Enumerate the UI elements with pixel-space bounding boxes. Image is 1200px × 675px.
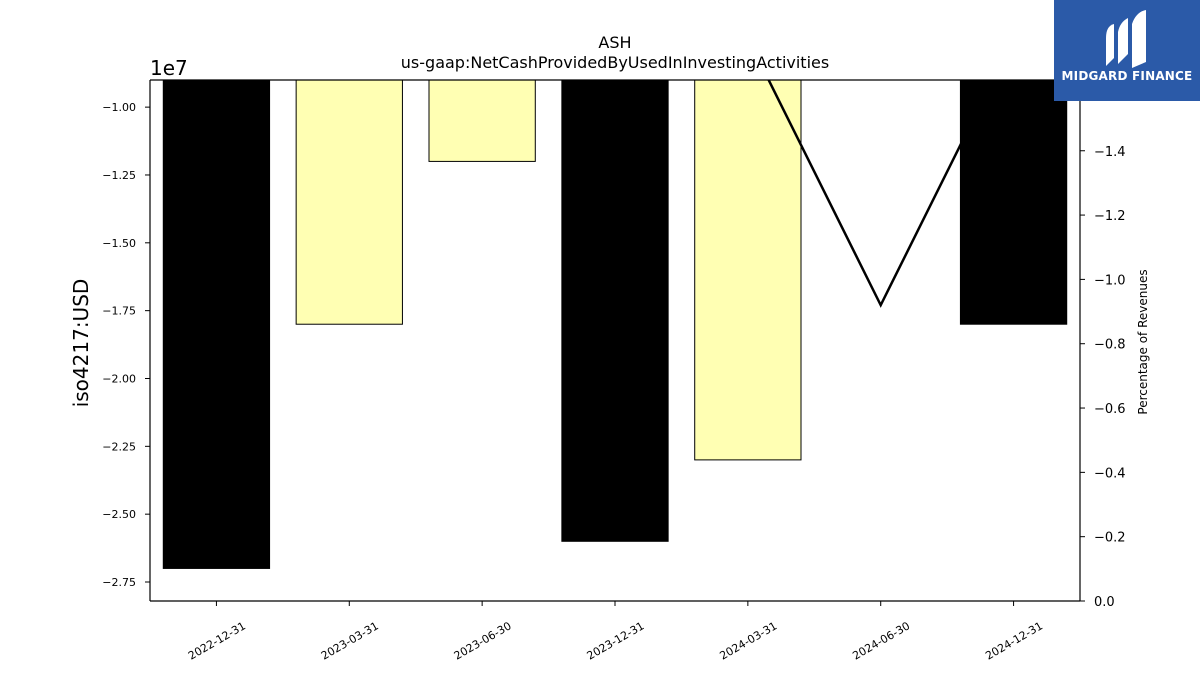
y-tick-label: −2.25: [102, 440, 136, 453]
y-tick-label: −1.50: [102, 237, 136, 250]
y2-tick-label: −0.8: [1094, 338, 1126, 353]
y-tick-label: −2.50: [102, 508, 136, 521]
y-tick-label: −2.00: [102, 372, 136, 385]
x-tick-label: 2022-12-31: [186, 619, 248, 662]
y2-tick-label: −0.2: [1094, 531, 1126, 546]
bar-2023-12-31: [561, 80, 669, 542]
y2-tick-label: −1.0: [1094, 273, 1126, 288]
bar-2022-12-31: [162, 80, 271, 569]
y2-tick-label: −1.4: [1094, 145, 1126, 160]
y2-tick-label: −0.6: [1094, 402, 1126, 417]
percentage-line: [767, 80, 995, 308]
y2-tick-label: 0.0: [1094, 595, 1115, 610]
y2-axis-label: Percentage of Revenues: [1136, 269, 1150, 414]
y2-tick-label: −1.2: [1094, 209, 1126, 224]
x-tick-label: 2023-03-31: [319, 619, 381, 662]
bar-2023-06-30: [428, 80, 536, 162]
x-tick-label: 2023-06-30: [452, 619, 514, 662]
bar-2024-03-31: [694, 80, 802, 461]
logo-text: MIDGARD FINANCE: [1061, 69, 1193, 83]
midgard-finance-logo: MIDGARD FINANCE: [1054, 0, 1200, 101]
y-tick-label: −1.00: [102, 101, 136, 114]
bar-2023-03-31: [295, 80, 403, 325]
x-tick-label: 2024-12-31: [983, 619, 1045, 662]
y-axis-label: iso4217:USD: [69, 279, 93, 408]
x-tick-label: 2024-03-31: [717, 619, 779, 662]
y-tick-label: −1.25: [102, 169, 136, 182]
y-axis-multiplier: 1e7: [150, 56, 188, 80]
y-tick-label: −1.75: [102, 305, 136, 318]
x-tick-label: 2023-12-31: [585, 619, 647, 662]
midgard-m-icon: [1106, 10, 1146, 68]
bar-2024-12-31: [959, 80, 1068, 325]
y-tick-label: −2.75: [102, 576, 136, 589]
chart-title: ASH: [598, 33, 631, 52]
x-tick-label: 2024-06-30: [850, 619, 912, 662]
y2-tick-label: −0.4: [1094, 466, 1126, 481]
chart-subtitle: us-gaap:NetCashProvidedByUsedInInvesting…: [401, 53, 829, 72]
